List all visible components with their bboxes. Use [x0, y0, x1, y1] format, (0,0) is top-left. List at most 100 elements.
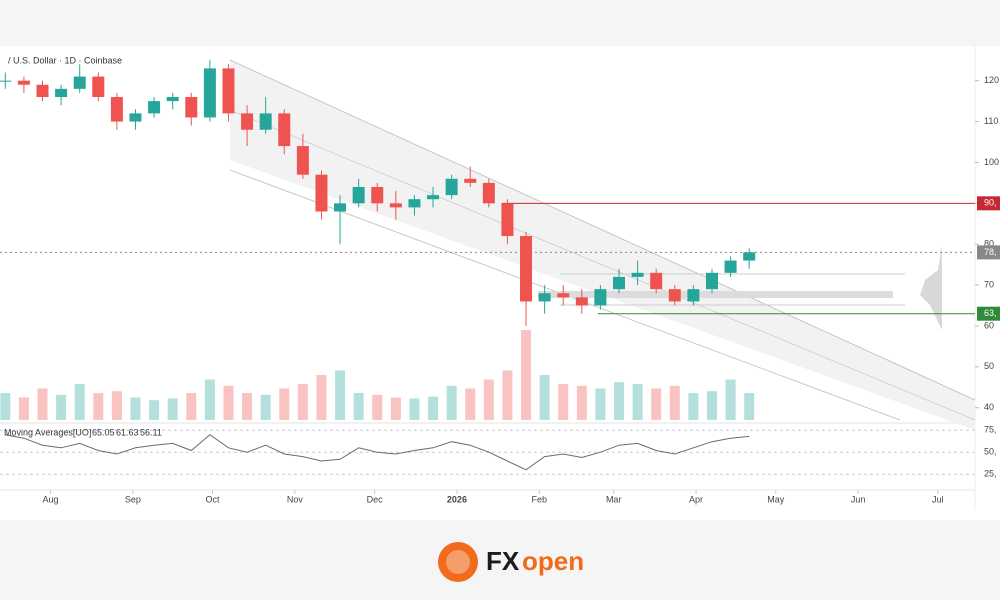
candle-body	[557, 293, 570, 298]
volume-bar	[502, 370, 513, 420]
price-label-box	[977, 306, 1000, 321]
volume-bar	[316, 375, 327, 420]
candle-body	[166, 97, 179, 102]
volume-bar	[576, 385, 587, 420]
candle-body	[315, 174, 328, 212]
candle-body	[501, 203, 514, 237]
indicator-tick-label: 50,	[984, 447, 997, 457]
candle-body	[92, 76, 105, 98]
x-tick-label: Jul	[932, 494, 944, 504]
volume-bar	[242, 393, 253, 420]
volume-bar	[167, 398, 178, 420]
candle-body	[445, 178, 458, 196]
x-tick-label: Oct	[206, 494, 221, 504]
y-tick-label: 120	[984, 75, 999, 85]
candle-body	[724, 260, 737, 273]
brand-open: open	[522, 546, 584, 576]
volume-bar	[149, 400, 160, 420]
y-tick-label: 40	[984, 402, 994, 412]
candle-body	[408, 199, 421, 208]
candle-body	[464, 178, 477, 183]
volume-bar	[483, 379, 494, 420]
candle-body	[650, 272, 663, 290]
y-tick-label: 110	[984, 116, 998, 126]
candle-body	[0, 80, 12, 82]
indicator-tick-label: 25,	[984, 469, 997, 479]
price-label: 90,	[984, 198, 997, 208]
candle-body	[594, 289, 607, 306]
top-bar	[0, 0, 1000, 46]
volume-bar	[335, 370, 346, 420]
x-tick-label: May	[767, 494, 785, 504]
x-tick-label: Dec	[367, 494, 384, 504]
volume-bar	[632, 384, 643, 420]
volume-bar	[93, 393, 104, 420]
x-tick-label: Jun	[851, 494, 866, 504]
candle-body	[222, 68, 235, 114]
volume-bar	[353, 393, 364, 420]
brand-fx: FX	[486, 546, 520, 576]
volume-bar	[465, 388, 476, 420]
indicator-value: 61.63	[116, 427, 139, 437]
volume-bar	[390, 397, 401, 420]
x-tick-label: Apr	[689, 494, 703, 504]
volume-bar	[37, 388, 48, 420]
chart-title: / U.S. Dollar · 1D · Coinbase	[8, 55, 122, 65]
volume-bar	[725, 379, 736, 420]
candle-body	[687, 289, 700, 302]
price-label-box	[977, 196, 1000, 211]
candle-body	[482, 182, 495, 204]
volume-bar	[744, 393, 755, 420]
volume-bar	[279, 388, 290, 420]
y-tick-label: 100	[984, 157, 999, 167]
logo: FX open	[438, 542, 584, 582]
volume-bar	[130, 397, 141, 420]
volume-bar	[688, 393, 699, 420]
price-label: 63,	[984, 308, 997, 318]
candle-body	[241, 113, 254, 130]
volume-bar	[74, 384, 85, 420]
volume-bar	[204, 379, 215, 420]
volume-bar	[706, 391, 717, 420]
regression-channel	[229, 59, 976, 430]
indicator-value: 65.05	[92, 427, 115, 437]
price-label: 78,	[984, 247, 997, 257]
candle-body	[371, 186, 384, 204]
volume-bar	[651, 388, 662, 420]
volume-bar	[539, 375, 550, 420]
y-tick-label: 70	[984, 279, 994, 289]
volume-bar	[428, 396, 439, 420]
volume-bar	[260, 394, 271, 420]
y-tick-label: 60	[984, 320, 994, 330]
candle-body	[296, 146, 309, 175]
candle-body	[278, 113, 291, 147]
x-tick-label: Aug	[42, 494, 58, 504]
volume-bar	[186, 393, 197, 420]
volume-bar	[0, 393, 11, 420]
volume-bar	[111, 391, 122, 420]
candle-body	[55, 88, 68, 98]
volume-bar	[18, 397, 29, 420]
candle-body	[743, 252, 756, 261]
candle-body	[334, 203, 347, 212]
volume-bar	[558, 384, 569, 420]
candle-body	[631, 272, 644, 277]
indicator-line	[5, 434, 750, 471]
candle-body	[705, 272, 718, 290]
candle-body	[185, 97, 198, 118]
y-tick-label: 80	[984, 239, 994, 249]
x-tick-label: Feb	[532, 494, 548, 504]
volume-bar	[297, 384, 308, 420]
candle-body	[352, 186, 365, 204]
x-tick-label: Mar	[606, 494, 622, 504]
y-tick-label: 50	[984, 361, 994, 371]
candle-body	[538, 293, 551, 302]
candle-body	[17, 80, 30, 85]
candle-body	[389, 203, 402, 208]
volume-bar	[521, 330, 532, 420]
x-tick-label: 2026	[447, 494, 467, 504]
candle-body	[575, 297, 588, 306]
candle-body	[259, 113, 272, 130]
x-tick-label: Sep	[125, 494, 141, 504]
